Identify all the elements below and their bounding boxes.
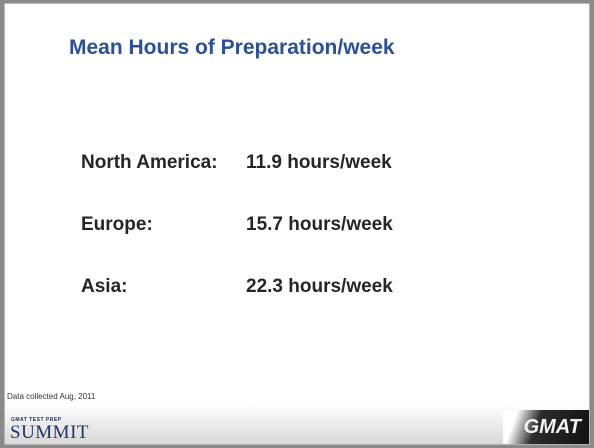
slide-title: Mean Hours of Preparation/week (69, 36, 395, 59)
region: Europe: (81, 214, 153, 235)
row: North America: 11.9 hours/week (81, 152, 392, 174)
footer-band (5, 404, 589, 444)
region: North America: (81, 152, 218, 173)
row: Europe: 15.7 hours/week (81, 214, 393, 236)
row: Asia: 22.3 hours/week (81, 276, 393, 298)
region: Asia: (81, 276, 128, 297)
logo-name: SUMMIT (10, 422, 90, 443)
footnote: Data collected Aug, 2011 (7, 392, 96, 401)
hours: 22.3 hours/week (246, 276, 393, 297)
gmat-logo: GMAT (503, 410, 589, 444)
slide: Mean Hours of Preparation/week North Ame… (4, 3, 590, 445)
hours: 15.7 hours/week (246, 214, 393, 235)
hours: 11.9 hours/week (246, 152, 392, 173)
logo-tagline: GMAT TEST PREP (11, 417, 62, 423)
gmat-logo-text: GMAT (523, 416, 581, 438)
